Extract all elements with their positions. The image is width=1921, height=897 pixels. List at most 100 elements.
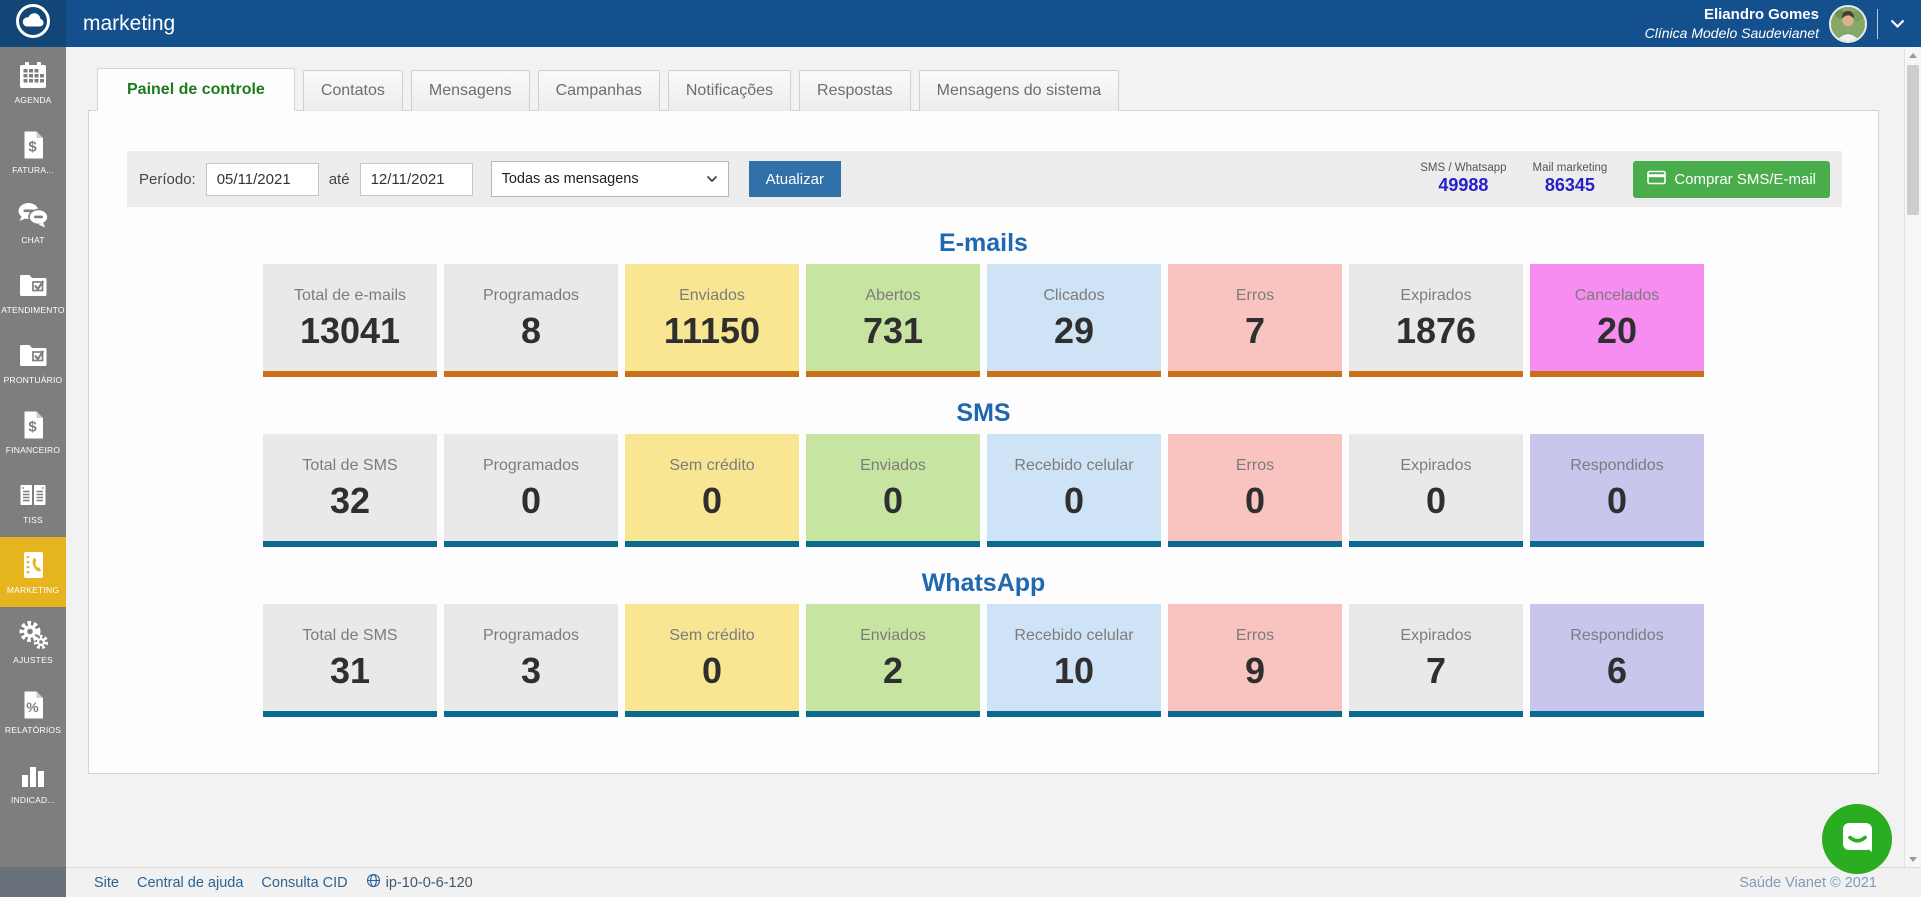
stat-value: 13041 [299, 309, 401, 351]
user-area: Eliandro Gomes Clínica Modelo Saudeviane… [1645, 4, 1921, 43]
chat-launcher-button[interactable] [1822, 804, 1892, 874]
stat-label: Enviados [860, 626, 926, 644]
stat-card-enviados: Enviados 0 [806, 434, 980, 547]
stat-card-abertos: Abertos 731 [806, 264, 980, 377]
date-to-input[interactable] [359, 162, 473, 196]
stat-value: 0 [1425, 479, 1447, 521]
scroll-up-arrow[interactable] [1905, 47, 1921, 63]
user-info: Eliandro Gomes Clínica Modelo Saudeviane… [1645, 5, 1819, 43]
stat-card-total-de-sms: Total de SMS 31 [263, 604, 437, 717]
stat-label: Cancelados [1574, 286, 1660, 304]
stat-label: Enviados [860, 456, 926, 474]
vertical-scrollbar[interactable] [1904, 47, 1921, 867]
update-button[interactable]: Atualizar [748, 161, 841, 197]
bar-chart-icon [17, 759, 49, 791]
stat-label: Expirados [1400, 286, 1472, 304]
stat-card-programados: Programados 0 [444, 434, 618, 547]
avatar[interactable] [1829, 4, 1867, 43]
stat-card-sem-credito: Sem crédito 0 [625, 604, 799, 717]
tab-contatos[interactable]: Contatos [302, 70, 403, 111]
stat-card-erros: Erros 0 [1168, 434, 1342, 547]
stat-card-respondidos: Respondidos 6 [1530, 604, 1704, 717]
stat-value: 32 [329, 479, 371, 521]
stat-value: 6 [1606, 649, 1628, 691]
sidebar-item-ajustes[interactable]: AJUSTES [0, 607, 66, 677]
stat-label: Sem crédito [669, 626, 755, 644]
tab-respostas[interactable]: Respostas [799, 70, 911, 111]
credits: SMS / Whatsapp 49988 Mail marketing 86345 [1420, 162, 1607, 196]
tab-campanhas[interactable]: Campanhas [537, 70, 660, 111]
stat-label: Clicados [1043, 286, 1105, 304]
credit-label: Mail marketing [1532, 162, 1608, 174]
message-filter-select[interactable]: Todas as mensagens [490, 161, 729, 197]
sidebar-item-faturamento[interactable]: $ FATURA... [0, 117, 66, 187]
sidebar-item-label: MARKETING [6, 585, 60, 595]
filter-right: SMS / Whatsapp 49988 Mail marketing 86345 C… [1420, 160, 1830, 198]
sidebar-item-relatorios[interactable]: % RELATÓRIOS [0, 677, 66, 747]
sidebar-item-label: PRONTUÁRIO [3, 375, 63, 385]
dashboard-panel: Período: até Todas as mensagens Atualiza… [88, 110, 1879, 774]
stat-value: 0 [882, 479, 904, 521]
stat-value: 11150 [663, 309, 761, 351]
stat-value: 1876 [1395, 309, 1477, 351]
credit-label: SMS / Whatsapp [1420, 162, 1507, 174]
stat-value: 3 [520, 649, 542, 691]
credit-card-icon [1647, 170, 1667, 189]
stat-card-enviados: Enviados 2 [806, 604, 980, 717]
sidebar-item-label: TISS [23, 515, 43, 525]
footer-link-site[interactable]: Site [94, 874, 119, 891]
stat-cards-row: Total de e-mails 13041 Programados 8 Enviado… [89, 264, 1878, 377]
scroll-down-arrow[interactable] [1905, 851, 1921, 867]
credit-value: 86345 [1544, 175, 1595, 195]
sidebar-item-prontuario[interactable]: PRONTUÁRIO [0, 327, 66, 397]
footer-link-consulta-cid[interactable]: Consulta CID [261, 874, 348, 891]
server-info: ip-10-0-6-120 [366, 873, 473, 892]
sidebar: AGENDA $ FATURA... CHAT ATENDIMENTO PRONTUÁRI… [0, 47, 66, 897]
page-title: marketing [83, 11, 176, 35]
stat-value: 0 [1244, 479, 1266, 521]
stat-label: Programados [482, 456, 580, 474]
stat-card-erros: Erros 7 [1168, 264, 1342, 377]
sidebar-item-tiss[interactable]: TISS [0, 467, 66, 537]
stat-label: Sem crédito [669, 456, 755, 474]
section-whatsapp: WhatsApp Total de SMS 31 Programados 3 Sem cr… [89, 569, 1878, 717]
stat-card-expirados: Expirados 7 [1349, 604, 1523, 717]
stat-card-cancelados: Cancelados 20 [1530, 264, 1704, 377]
credit-mail-marketing: Mail marketing 86345 [1533, 162, 1608, 196]
footer-links: Site Central de ajuda Consulta CID [94, 875, 348, 891]
credit-value: 49988 [1438, 175, 1489, 195]
footer-link-central-de-ajuda[interactable]: Central de ajuda [137, 874, 244, 891]
sidebar-item-agenda[interactable]: AGENDA [0, 47, 66, 117]
section-e-mails: E-mails Total de e-mails 13041 Programados 8… [89, 229, 1878, 377]
stat-cards-row: Total de SMS 32 Programados 0 Sem crédito 0 En… [89, 434, 1878, 547]
scrollbar-thumb[interactable] [1907, 65, 1919, 215]
sidebar-item-atendimento[interactable]: ATENDIMENTO [0, 257, 66, 327]
stat-label: Total de SMS [302, 626, 398, 644]
filter-bar: Período: até Todas as mensagens Atualiza… [127, 151, 1842, 207]
tab-mensagens[interactable]: Mensagens [410, 70, 530, 111]
tab-mensagens-do-sistema[interactable]: Mensagens do sistema [918, 70, 1120, 111]
app-logo[interactable] [0, 0, 66, 47]
stat-card-respondidos: Respondidos 0 [1530, 434, 1704, 547]
stat-value: 0 [701, 649, 723, 691]
tab-painel-de-controle[interactable]: Painel de controle [97, 68, 295, 111]
folder-check-icon [17, 269, 49, 301]
sidebar-item-marketing[interactable]: MARKETING [0, 537, 66, 607]
stat-card-programados: Programados 3 [444, 604, 618, 717]
buy-sms-email-button[interactable]: Comprar SMS/E-mail [1633, 160, 1830, 198]
stat-value: 0 [520, 479, 542, 521]
tab-notificacoes[interactable]: Notificações [667, 70, 792, 111]
stat-label: Expirados [1400, 456, 1472, 474]
sidebar-item-indicadores[interactable]: INDICAD... [0, 747, 66, 817]
stat-label: Total de SMS [302, 456, 398, 474]
date-from-input[interactable] [205, 162, 319, 196]
stat-value: 0 [1606, 479, 1628, 521]
sidebar-item-chat[interactable]: CHAT [0, 187, 66, 257]
footer: Site Central de ajuda Consulta CID ip-10-0… [0, 867, 1921, 897]
gears-icon [17, 619, 49, 651]
sidebar-item-label: CHAT [21, 235, 45, 245]
sidebar-item-label: AJUSTES [13, 655, 53, 665]
buy-button-label: Comprar SMS/E-mail [1674, 170, 1816, 188]
sidebar-item-financeiro[interactable]: $ FINANCEIRO [0, 397, 66, 467]
chevron-down-icon[interactable] [1888, 15, 1907, 33]
